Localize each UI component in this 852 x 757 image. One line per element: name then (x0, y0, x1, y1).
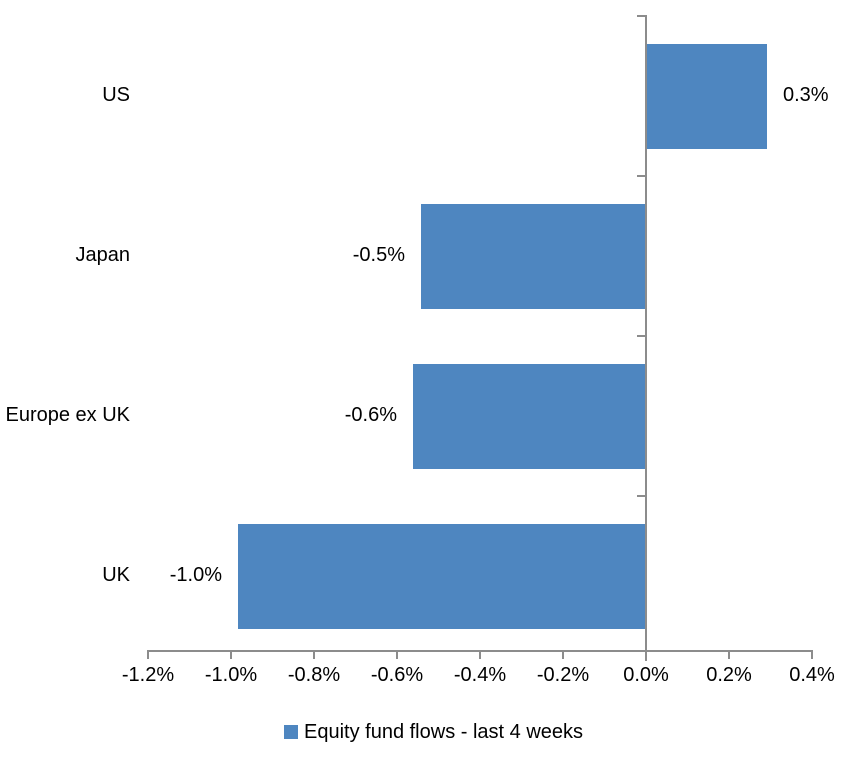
bar-japan (421, 204, 645, 309)
data-label: -0.6% (344, 404, 397, 426)
category-axis-tick (637, 15, 646, 17)
category-label: Europe ex UK (5, 404, 130, 426)
x-axis-tick-label: -0.2% (536, 664, 590, 686)
legend-swatch-icon (284, 725, 298, 739)
data-label: -0.5% (352, 244, 405, 266)
x-axis-tick (479, 650, 481, 659)
category-label: UK (102, 564, 130, 586)
x-axis-tick (313, 650, 315, 659)
x-axis-tick-label: 0.2% (706, 664, 752, 686)
x-axis-tick-label: 0.0% (623, 664, 669, 686)
category-axis-tick (637, 175, 646, 177)
x-axis-tick-label: -1.0% (204, 664, 258, 686)
bar-us (647, 44, 767, 149)
category-axis-tick (637, 495, 646, 497)
category-axis-tick (637, 335, 646, 337)
x-axis-tick (728, 650, 730, 659)
x-axis-tick (811, 650, 813, 659)
x-axis-tick-label: 0.4% (789, 664, 835, 686)
zero-axis-line (645, 15, 647, 661)
legend-label: Equity fund flows - last 4 weeks (304, 721, 584, 743)
legend: Equity fund flows - last 4 weeks (284, 719, 583, 745)
bar-europe-ex-uk (413, 364, 645, 469)
category-label: US (102, 84, 130, 106)
x-axis-tick (396, 650, 398, 659)
x-axis-tick (147, 650, 149, 659)
bar-uk (238, 524, 645, 629)
data-label: 0.3% (783, 84, 829, 106)
x-axis-tick-label: -0.4% (453, 664, 507, 686)
data-label: -1.0% (169, 564, 222, 586)
x-axis-tick-label: -1.2% (121, 664, 175, 686)
x-axis-tick (562, 650, 564, 659)
category-label: Japan (75, 244, 131, 266)
x-axis-tick (230, 650, 232, 659)
x-axis-tick-label: -0.6% (370, 664, 424, 686)
x-axis-tick-label: -0.8% (287, 664, 341, 686)
